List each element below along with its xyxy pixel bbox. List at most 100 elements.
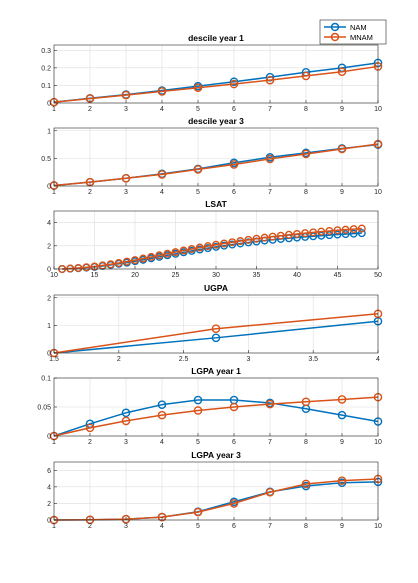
data-point xyxy=(265,399,275,409)
x-tick-label: 9 xyxy=(340,189,344,196)
data-point xyxy=(349,225,358,234)
series-mnam xyxy=(49,392,383,441)
x-tick-label: 50 xyxy=(374,272,382,279)
subplot-title: descile year 3 xyxy=(188,116,244,126)
data-point xyxy=(341,230,350,239)
x-tick-label: 2 xyxy=(117,356,121,363)
data-point xyxy=(171,248,180,257)
x-tick-label: 2 xyxy=(88,439,92,446)
axes-box xyxy=(53,294,379,354)
data-point xyxy=(211,240,220,249)
x-tick-label: 7 xyxy=(268,439,272,446)
x-tick-label: 6 xyxy=(232,106,236,113)
x-tick-label: 3 xyxy=(124,106,128,113)
data-point xyxy=(244,235,253,244)
data-point xyxy=(357,229,366,238)
data-point xyxy=(229,160,239,169)
tick-labels: 1 2 3 4 5 6 7 8 9 10 0 0.1 0.2 0.3 xyxy=(41,48,382,113)
x-tick-label: 6 xyxy=(232,189,236,196)
x-tick-label: 9 xyxy=(340,439,344,446)
plot-area xyxy=(54,295,378,353)
data-point xyxy=(193,395,203,405)
x-tick-label: 2 xyxy=(88,189,92,196)
tick-labels: 10 15 20 25 30 35 40 45 50 0 2 4 xyxy=(47,220,382,279)
x-tick-label: 1 xyxy=(52,439,56,446)
y-tick-label: 1 xyxy=(47,323,51,330)
data-point xyxy=(357,224,366,233)
subplot-title: descile year 1 xyxy=(188,33,244,43)
data-point xyxy=(301,397,311,407)
y-tick-label: 0.3 xyxy=(41,48,51,55)
data-point xyxy=(193,165,203,174)
x-tick-label: 2 xyxy=(88,523,92,530)
data-point xyxy=(265,487,275,497)
data-point xyxy=(333,230,342,239)
tick-labels: 1.5 2 2.5 3 3.5 4 0 1 2 xyxy=(47,295,380,363)
x-tick-label: 5 xyxy=(196,106,200,113)
series-line xyxy=(53,65,379,103)
x-tick-label: 4 xyxy=(376,356,380,363)
data-point xyxy=(325,226,334,235)
x-tick-label: 8 xyxy=(304,523,308,530)
data-point xyxy=(349,229,358,238)
x-tick-label: 7 xyxy=(268,189,272,196)
data-point xyxy=(229,79,239,89)
x-tick-label: 7 xyxy=(268,106,272,113)
data-point xyxy=(284,230,293,239)
series-mnam xyxy=(58,224,366,274)
x-tick-label: 10 xyxy=(50,272,58,279)
x-tick-label: 9 xyxy=(340,523,344,530)
data-point xyxy=(301,479,311,489)
x-tick-label: 8 xyxy=(304,106,308,113)
data-point xyxy=(85,423,95,433)
plot-area xyxy=(54,128,378,186)
x-tick-label: 3 xyxy=(246,356,250,363)
subplot-5: 1 2 3 4 5 6 7 8 9 10 0 0.05 0.1 LGPA year 1 xyxy=(37,366,383,447)
y-tick-label: 2 xyxy=(47,295,51,302)
data-point xyxy=(252,234,261,243)
x-tick-label: 6 xyxy=(232,523,236,530)
subplot-4: 1.5 2 2.5 3 3.5 4 0 1 2 UGPA xyxy=(47,283,383,363)
subplot-6: 1 2 3 4 5 6 7 8 9 10 0 2 4 6 LGPA year 3 xyxy=(47,450,383,530)
tick-labels: 1 2 3 4 5 6 7 8 9 10 0 0.05 0.1 xyxy=(37,376,382,447)
data-point xyxy=(179,246,188,255)
x-tick-label: 25 xyxy=(172,272,180,279)
data-point xyxy=(121,514,131,524)
y-tick-label: 0.2 xyxy=(41,65,51,72)
data-point xyxy=(265,154,275,164)
x-tick-label: 3 xyxy=(124,189,128,196)
subplot-title: LGPA year 3 xyxy=(191,450,241,460)
y-tick-label: 0.05 xyxy=(37,405,51,412)
x-tick-label: 6 xyxy=(232,439,236,446)
y-tick-label: 0.1 xyxy=(41,376,51,383)
subplot-2: 1 2 3 4 5 6 7 8 9 10 0 0.5 1 descile year 3 xyxy=(41,116,383,196)
legend-mnam-marker xyxy=(330,32,340,42)
data-point xyxy=(163,249,172,258)
data-point xyxy=(157,512,167,522)
tick-labels: 1 2 3 4 5 6 7 8 9 10 0 2 4 6 xyxy=(47,468,382,530)
data-point xyxy=(82,263,91,272)
data-point xyxy=(337,67,347,77)
y-tick-label: 4 xyxy=(47,484,51,491)
data-point xyxy=(121,416,131,426)
data-point xyxy=(229,499,239,508)
x-tick-label: 45 xyxy=(334,272,342,279)
legend-nam-marker xyxy=(330,22,340,32)
series-line xyxy=(53,478,379,521)
data-point xyxy=(301,71,311,81)
tick-labels: 1 2 3 4 5 6 7 8 9 10 0 0.5 1 xyxy=(41,128,382,196)
data-point xyxy=(301,229,310,238)
x-tick-label: 8 xyxy=(304,189,308,196)
data-point xyxy=(265,75,275,85)
plot-area xyxy=(54,462,378,520)
data-point xyxy=(121,173,131,183)
data-point xyxy=(337,395,347,404)
y-tick-label: 2 xyxy=(47,243,51,250)
y-tick-label: 0 xyxy=(47,434,51,441)
x-tick-label: 10 xyxy=(374,439,382,446)
subplot-title: LGPA year 1 xyxy=(191,366,241,376)
y-tick-label: 0.1 xyxy=(41,83,51,90)
axes-box xyxy=(53,44,379,104)
y-tick-label: 0 xyxy=(47,184,51,191)
